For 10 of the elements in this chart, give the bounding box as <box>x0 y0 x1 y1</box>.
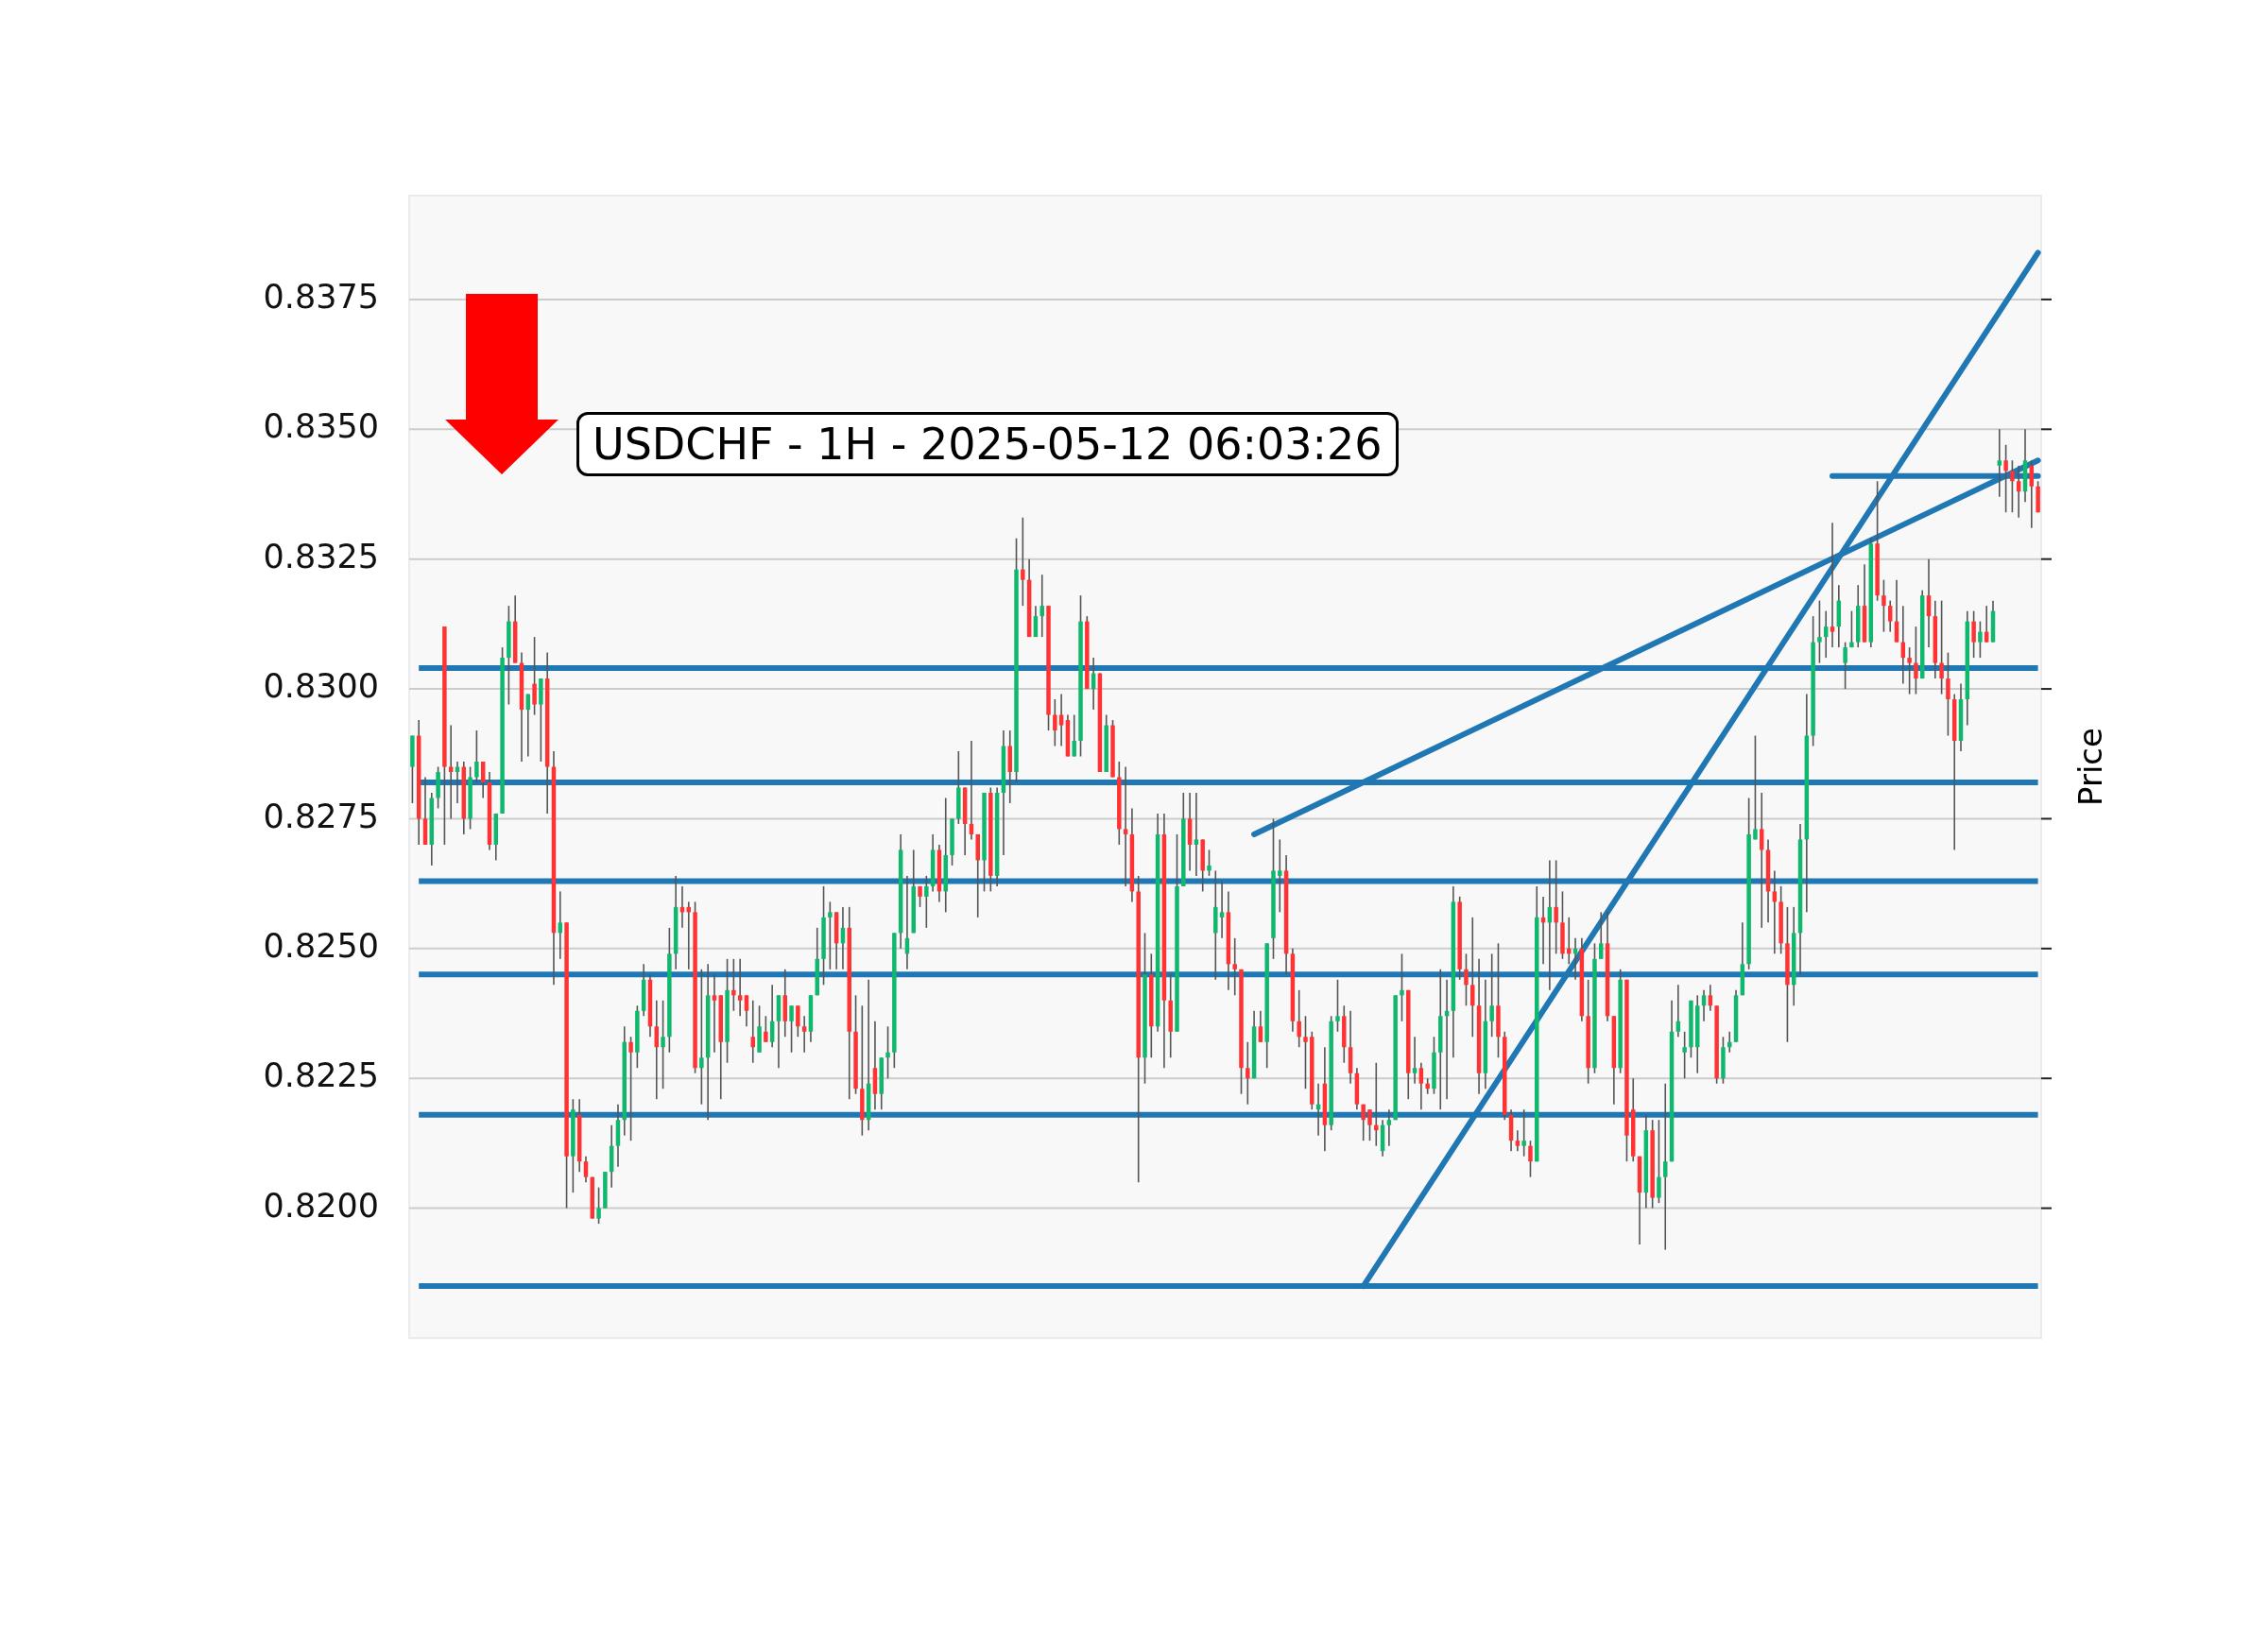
y-tick-label: 0.8300 <box>263 667 379 706</box>
y-tick-label: 0.8225 <box>263 1056 379 1095</box>
y-axis-title: Price <box>2070 728 2109 806</box>
y-tick-label: 0.8275 <box>263 797 379 835</box>
y-tick-label: 0.8375 <box>263 278 379 316</box>
y-tick-label: 0.8350 <box>263 407 379 446</box>
y-tick-label: 0.8200 <box>263 1186 379 1225</box>
text: USDCHF - 1H - 2025-05-12 06:03:26 <box>576 412 1399 476</box>
y-tick-label: 0.8325 <box>263 537 379 575</box>
y-tick-label: 0.8250 <box>263 926 379 965</box>
